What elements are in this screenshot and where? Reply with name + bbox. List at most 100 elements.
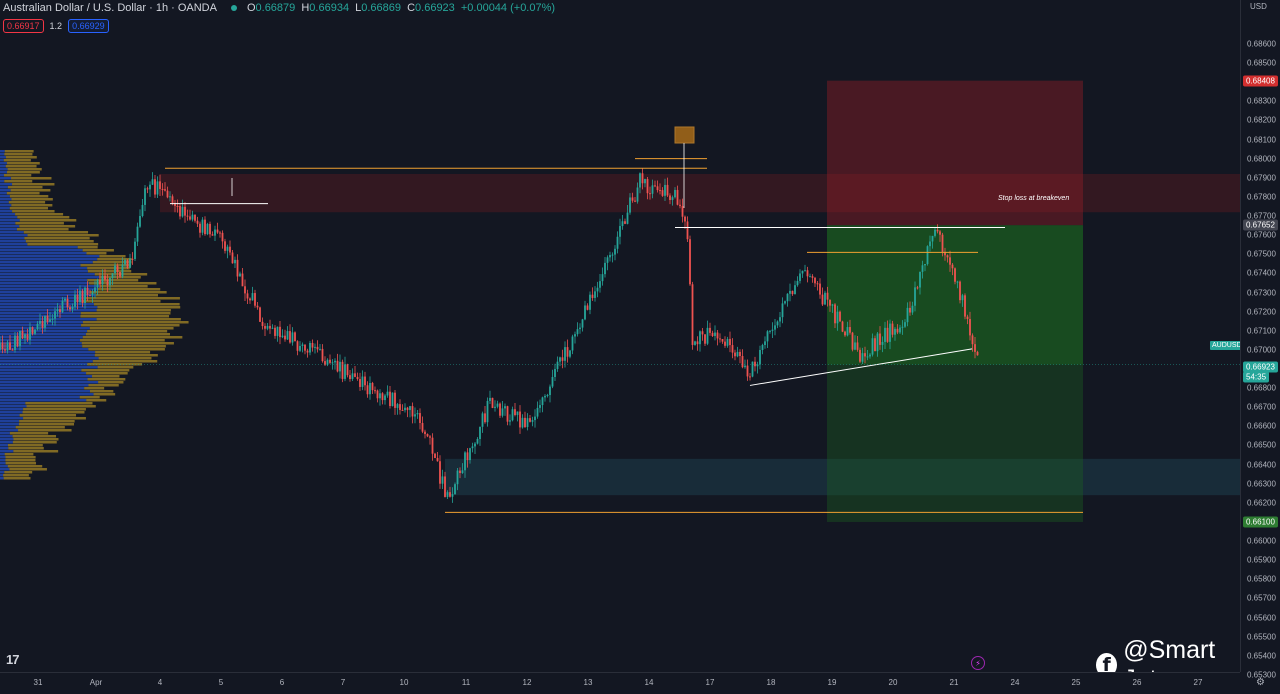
candle-body — [959, 281, 961, 301]
volume-bar-extra — [80, 264, 132, 267]
volume-bar-value — [0, 153, 5, 156]
candle-body — [686, 221, 689, 240]
candle-body — [91, 292, 94, 296]
currency-selector[interactable]: USD — [1250, 2, 1267, 11]
volume-bar-value — [0, 177, 12, 180]
price-tick: 0.67800 — [1247, 192, 1276, 202]
candle-body — [214, 229, 216, 236]
candle-body — [496, 403, 499, 407]
candle-body — [369, 382, 371, 395]
volume-bar-extra — [6, 171, 40, 174]
price-tick: 0.68500 — [1247, 58, 1276, 68]
candle-body — [301, 344, 304, 346]
price-tick: 0.67600 — [1247, 230, 1276, 240]
price-tick: 0.67700 — [1247, 211, 1276, 221]
candle-body — [89, 295, 91, 297]
sell-button[interactable]: 0.66917 — [3, 19, 44, 33]
volume-bar-value — [0, 216, 18, 219]
volume-bar-value — [0, 462, 6, 465]
volume-bar-extra — [95, 351, 151, 354]
candle-body — [906, 307, 909, 323]
volume-bar-extra — [94, 273, 148, 276]
time-tick: 17 — [705, 678, 715, 687]
drawings-layer — [0, 126, 1240, 513]
volume-bar-value — [0, 321, 83, 324]
candle-body — [389, 391, 391, 407]
candle-body — [911, 305, 914, 313]
candle-body — [604, 262, 606, 275]
lightning-icon[interactable]: ⚡ — [971, 656, 985, 670]
candle-body — [31, 327, 34, 334]
volume-bar-value — [0, 471, 5, 474]
volume-bar-extra — [98, 381, 124, 384]
candle-body — [436, 457, 439, 462]
volume-bar-extra — [5, 156, 37, 159]
candle-body — [939, 231, 941, 235]
volume-bar-extra — [19, 420, 75, 423]
volume-bar-extra — [87, 330, 168, 333]
trendline — [749, 348, 973, 386]
price-chart[interactable] — [0, 0, 1240, 672]
candle-body — [629, 197, 631, 213]
candle-body — [174, 202, 176, 207]
candle-body — [444, 476, 446, 497]
candle-body — [426, 434, 429, 437]
volume-bar-extra — [11, 204, 53, 207]
price-tick: 0.66600 — [1247, 421, 1276, 431]
candle-body — [454, 484, 456, 495]
spread-value: 1.2 — [49, 21, 63, 31]
volume-bar-value — [0, 330, 88, 333]
tradingview-logo[interactable]: 17 — [6, 652, 20, 667]
support-zone — [445, 458, 1240, 496]
candle-body — [336, 360, 339, 372]
volume-bar-extra — [23, 231, 89, 234]
symbol-title[interactable]: Australian Dollar / U.S. Dollar · 1h · O… — [3, 2, 217, 14]
time-axis[interactable]: 31 Apr 4 5 6 7 10 11 12 13 14 17 18 19 20 21 24 25 26 27 — [0, 672, 1240, 694]
volume-bar-extra — [89, 291, 167, 294]
candle-body — [186, 215, 189, 217]
candle-body — [114, 265, 116, 274]
candle-body — [909, 307, 911, 313]
candle-body — [619, 226, 621, 237]
candle-body — [701, 331, 704, 335]
candle-body — [824, 292, 826, 305]
candle-body — [614, 248, 616, 255]
candle-body — [326, 359, 329, 365]
volume-bar-extra — [18, 423, 75, 426]
candle-body — [894, 328, 896, 335]
candle-body — [831, 304, 834, 306]
candle-body — [331, 362, 334, 364]
candle-body — [694, 341, 696, 345]
candle-body — [374, 390, 376, 392]
volume-bar-value — [0, 348, 89, 351]
candle-body — [621, 221, 624, 227]
price-scale[interactable]: USD 0.686000.685000.684000.683000.682000… — [1240, 0, 1280, 679]
candle-body — [644, 179, 646, 184]
volume-bar-extra — [82, 345, 166, 348]
volume-bar-value — [0, 222, 16, 225]
volume-bar-value — [0, 198, 12, 201]
candle-body — [664, 184, 666, 196]
price-tick: 0.65800 — [1247, 574, 1276, 584]
candle-body — [261, 321, 264, 327]
candle-body — [799, 273, 801, 281]
candle-body — [476, 439, 479, 444]
volume-bar-extra — [80, 339, 165, 342]
candle-body — [816, 283, 819, 285]
candle-body — [234, 259, 236, 264]
candle-body — [219, 232, 221, 234]
volume-bar-value — [0, 306, 98, 309]
buy-button[interactable]: 0.66929 — [68, 19, 109, 33]
trade-buttons: 0.66917 1.2 0.66929 — [3, 19, 109, 33]
volume-bar-extra — [92, 375, 120, 378]
volume-bar-value — [0, 477, 4, 480]
candle-body — [541, 397, 544, 406]
gear-icon[interactable]: ⚙ — [1256, 677, 1265, 688]
candle-body — [341, 361, 344, 379]
candle-body — [366, 385, 369, 395]
volume-bar-extra — [9, 432, 49, 435]
candle-body — [259, 307, 261, 322]
candle-body — [926, 246, 929, 265]
chart-plot-area[interactable]: Australian Dollar / U.S. Dollar · 1h · O… — [0, 0, 1240, 672]
candle-body — [459, 470, 461, 474]
